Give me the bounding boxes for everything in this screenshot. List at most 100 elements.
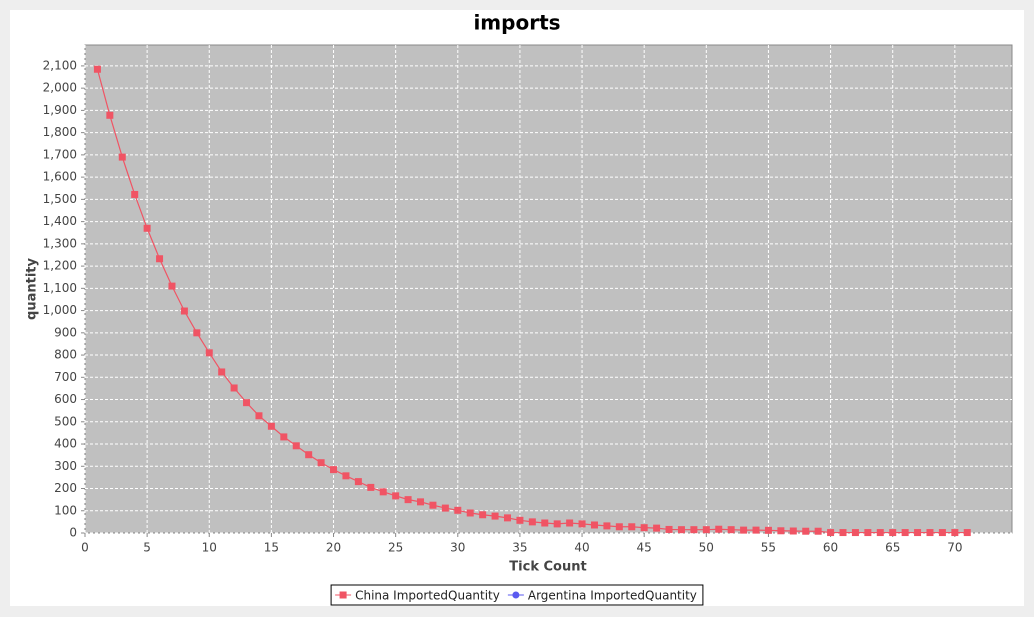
plot-area: [84, 44, 1013, 534]
data-point: [491, 512, 499, 520]
data-point: [640, 524, 648, 532]
data-point: [677, 526, 685, 534]
x-tick-label: 50: [699, 541, 714, 555]
data-point: [392, 492, 400, 500]
data-point: [280, 433, 288, 441]
y-tick-label: 1,500: [43, 192, 77, 206]
y-tick-label: 1,400: [43, 214, 77, 228]
data-point: [628, 523, 636, 531]
legend: China ImportedQuantity Argentina Imported…: [330, 584, 704, 606]
data-point: [429, 501, 437, 509]
data-point: [727, 526, 735, 534]
data-point: [603, 522, 611, 530]
data-point: [653, 524, 661, 532]
data-point: [180, 307, 188, 315]
y-tick-label: 400: [54, 437, 77, 451]
y-tick-label: 1,300: [43, 236, 77, 250]
legend-label: China ImportedQuantity: [355, 589, 500, 603]
data-point: [889, 529, 897, 537]
y-tick-label: 2,000: [43, 81, 77, 95]
data-point: [404, 496, 412, 504]
data-point: [876, 529, 884, 537]
data-point: [367, 483, 375, 491]
x-tick-label: 35: [512, 541, 527, 555]
data-point: [578, 520, 586, 528]
data-point: [914, 529, 922, 537]
data-point: [156, 255, 164, 263]
y-tick-label: 300: [54, 459, 77, 473]
data-point: [330, 466, 338, 474]
x-tick-label: 20: [326, 541, 341, 555]
y-tick-label: 500: [54, 414, 77, 428]
data-point: [417, 498, 425, 506]
data-point: [590, 521, 598, 529]
data-point: [230, 384, 238, 392]
data-point: [292, 442, 300, 450]
y-tick-label: 700: [54, 370, 77, 384]
data-point: [901, 529, 909, 537]
data-point: [702, 526, 710, 534]
data-point: [503, 514, 511, 522]
x-tick-label: 25: [388, 541, 403, 555]
data-point: [255, 412, 263, 420]
data-point: [839, 529, 847, 537]
y-tick-label: 1,100: [43, 281, 77, 295]
y-tick-label: 0: [69, 526, 77, 540]
data-point: [553, 520, 561, 528]
y-tick-label: 1,900: [43, 103, 77, 117]
data-point: [864, 529, 872, 537]
data-point: [764, 526, 772, 534]
data-point: [665, 525, 673, 533]
data-point: [851, 529, 859, 537]
legend-marker: [512, 591, 520, 599]
chart-title: imports: [473, 11, 560, 35]
data-point: [951, 529, 959, 537]
x-tick-label: 65: [885, 541, 900, 555]
y-tick-label: 1,200: [43, 259, 77, 273]
x-tick-label: 30: [450, 541, 465, 555]
x-tick-label: 0: [81, 541, 89, 555]
data-point: [516, 516, 524, 524]
data-point: [566, 519, 574, 527]
data-point: [205, 349, 213, 357]
data-point: [740, 526, 748, 534]
data-point: [802, 527, 810, 535]
data-point: [528, 518, 536, 526]
data-point: [441, 504, 449, 512]
y-tick-label: 100: [54, 503, 77, 517]
data-point: [479, 511, 487, 519]
legend-marker: [339, 591, 347, 599]
data-point: [777, 527, 785, 535]
data-point: [379, 488, 387, 496]
y-tick-label: 2,100: [43, 58, 77, 72]
y-tick-label: 1,000: [43, 303, 77, 317]
legend-label: Argentina ImportedQuantity: [528, 589, 697, 603]
data-point: [354, 478, 362, 486]
data-point: [143, 224, 151, 232]
x-tick-label: 40: [574, 541, 589, 555]
data-point: [93, 65, 101, 73]
x-tick-label: 55: [761, 541, 776, 555]
data-point: [305, 451, 313, 459]
y-tick-label: 1,800: [43, 125, 77, 139]
data-point: [938, 529, 946, 537]
data-point: [690, 526, 698, 534]
x-tick-label: 70: [947, 541, 962, 555]
data-point: [789, 527, 797, 535]
data-point: [131, 190, 139, 198]
y-tick-label: 200: [54, 481, 77, 495]
y-tick-label: 600: [54, 392, 77, 406]
data-point: [193, 329, 201, 337]
data-point: [715, 525, 723, 533]
data-point: [243, 399, 251, 407]
data-point: [926, 529, 934, 537]
x-tick-label: 45: [637, 541, 652, 555]
y-axis-label: quantity: [25, 258, 40, 320]
data-point: [168, 282, 176, 290]
y-tick-label: 1,600: [43, 170, 77, 184]
data-point: [218, 368, 226, 376]
data-point: [827, 529, 835, 537]
data-point: [317, 459, 325, 467]
x-tick-label: 15: [264, 541, 279, 555]
